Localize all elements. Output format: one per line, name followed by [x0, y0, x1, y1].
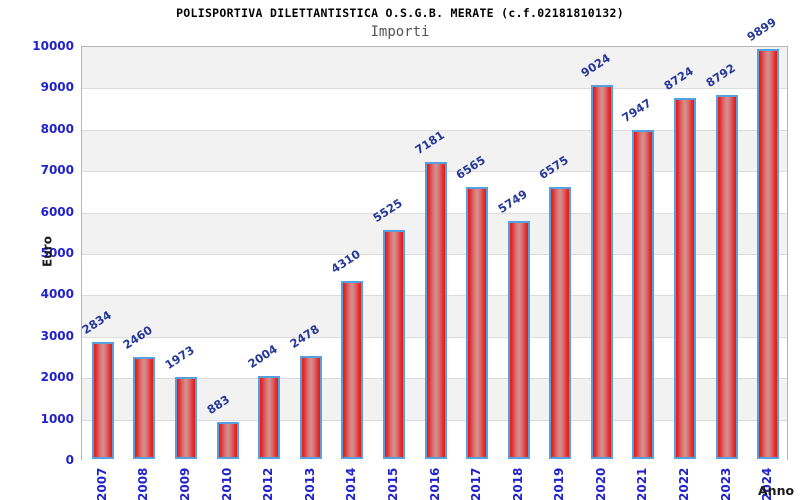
bar	[91, 341, 114, 459]
bar	[632, 130, 655, 459]
x-tick-label: 2017	[469, 467, 484, 500]
x-tick-label: 2018	[510, 467, 525, 500]
gridline	[82, 129, 787, 131]
bar	[216, 422, 239, 459]
bar	[674, 97, 697, 459]
bar	[382, 230, 405, 459]
gridline	[82, 88, 787, 90]
x-tick-label: 2020	[593, 467, 608, 500]
x-tick-label: 2012	[261, 467, 276, 500]
grid-band	[82, 88, 787, 130]
x-tick-label: 2010	[219, 467, 234, 500]
plot-area	[81, 46, 788, 461]
x-tick-label: 2022	[677, 467, 692, 500]
bar	[466, 187, 489, 459]
x-axis-title: Anno	[758, 483, 795, 498]
bar	[507, 221, 530, 459]
grid-band	[82, 47, 787, 89]
x-tick-label: 2014	[344, 467, 359, 500]
x-tick-label: 2021	[635, 467, 650, 500]
chart-subtitle: Importi	[370, 24, 430, 40]
y-tick-label: 3000	[40, 328, 74, 343]
x-tick-label: 2009	[177, 467, 192, 500]
x-tick-label: 2023	[718, 467, 733, 500]
x-tick-label: 2008	[136, 467, 151, 500]
bar	[549, 186, 572, 459]
bar	[341, 280, 364, 459]
y-tick-label: 8000	[40, 121, 74, 136]
x-tick-label: 2013	[302, 467, 317, 500]
bar	[424, 161, 447, 459]
y-tick-label: 4000	[40, 287, 74, 302]
y-tick-label: 9000	[40, 80, 74, 95]
x-tick-label: 2019	[552, 467, 567, 500]
bar	[299, 356, 322, 459]
y-axis-title: Euro	[40, 236, 55, 267]
x-tick-label: 2007	[94, 467, 109, 500]
y-tick-label: 6000	[40, 204, 74, 219]
x-tick-label: 2015	[385, 467, 400, 500]
y-tick-label: 7000	[40, 163, 74, 178]
y-tick-label: 5000	[40, 246, 74, 260]
bar	[715, 95, 738, 459]
y-tick-label: 1000	[40, 411, 74, 426]
y-tick-label: 0	[65, 453, 74, 467]
chart-title: POLISPORTIVA DILETTANTISTICA O.S.G.B. ME…	[176, 6, 624, 20]
bar	[757, 49, 780, 459]
x-tick-label: 2016	[427, 467, 442, 500]
bar	[258, 376, 281, 459]
bar	[133, 357, 156, 459]
bar	[174, 377, 197, 459]
bar	[590, 85, 613, 459]
y-tick-label: 2000	[40, 370, 74, 385]
y-tick-label: 10000	[32, 39, 74, 53]
